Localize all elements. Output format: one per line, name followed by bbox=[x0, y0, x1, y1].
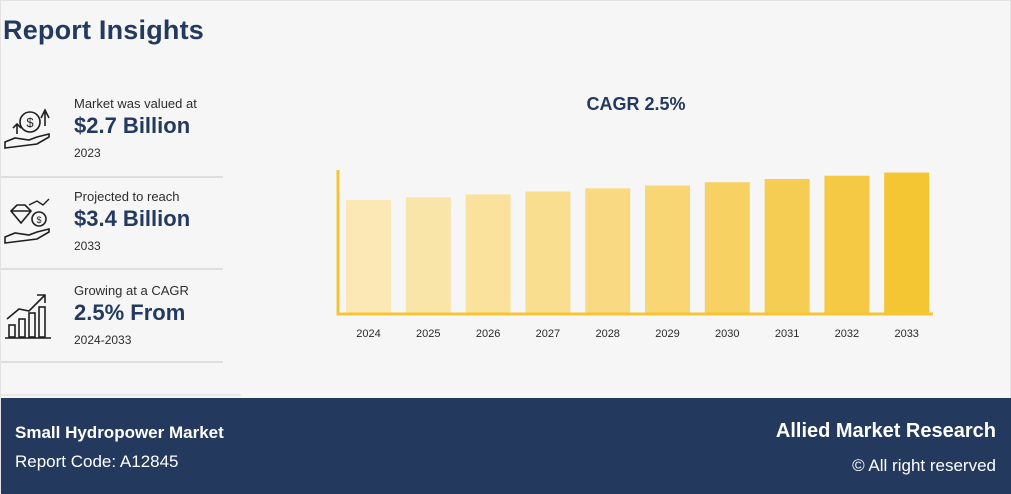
bar-2024 bbox=[346, 200, 391, 313]
bar-2025 bbox=[405, 197, 451, 313]
copyright-notice: © All right reserved bbox=[852, 456, 996, 475]
insight-value: 2.5% From bbox=[74, 300, 186, 325]
insight-lead: Projected to reach bbox=[74, 189, 180, 204]
insight-year: 2033 bbox=[74, 239, 101, 253]
x-tick-label: 2028 bbox=[595, 328, 619, 340]
x-tick-label: 2032 bbox=[835, 328, 859, 340]
x-tick-label: 2026 bbox=[476, 328, 500, 340]
footer-banner: Small Hydropower Market Report Code: A12… bbox=[1, 398, 1011, 494]
insight-value: $2.7 Billion bbox=[74, 113, 191, 138]
bar-chart-svg: 2024 2025 2026 2027 2028 2029 2030 2031 2032 2033 bbox=[336, 170, 933, 340]
page-title: Report Insights bbox=[3, 15, 205, 45]
x-tick-label: 2031 bbox=[775, 328, 799, 340]
growth-bars-icon bbox=[5, 294, 51, 339]
insight-projected-value: $ Projected to reach $3.4 Billion 2033 bbox=[1, 189, 223, 270]
bar-2032 bbox=[824, 175, 870, 313]
bar-2027 bbox=[525, 191, 571, 313]
x-tick-label: 2030 bbox=[715, 328, 739, 340]
svg-text:$: $ bbox=[26, 115, 34, 130]
x-tick-label: 2033 bbox=[894, 328, 918, 340]
svg-text:$: $ bbox=[36, 215, 41, 225]
insight-year: 2024-2033 bbox=[74, 333, 132, 347]
x-tick-label: 2027 bbox=[536, 328, 560, 340]
insight-market-value: $ Market was valued at $2.7 Billion 2023 bbox=[1, 96, 223, 178]
bar-2031 bbox=[764, 178, 810, 313]
insight-cagr: Growing at a CAGR 2.5% From 2024-2033 bbox=[1, 283, 223, 363]
chart-title: CAGR 2.5% bbox=[586, 94, 686, 114]
x-tick-label: 2024 bbox=[356, 328, 380, 340]
money-hand-icon: $ bbox=[4, 108, 50, 149]
bar-2030 bbox=[704, 182, 750, 313]
report-code: Report Code: A12845 bbox=[15, 452, 179, 471]
divider bbox=[1, 394, 241, 396]
bar-2033 bbox=[884, 172, 930, 313]
bar-2026 bbox=[465, 194, 511, 313]
bar-2028 bbox=[585, 188, 631, 313]
cagr-chart: CAGR 2.5% 2024 2025 2026 2027 2028 2029 2030 20… bbox=[321, 86, 961, 356]
insight-year: 2023 bbox=[74, 146, 101, 160]
insight-value: $3.4 Billion bbox=[74, 206, 191, 231]
market-name: Small Hydropower Market bbox=[15, 423, 224, 442]
bar-2029 bbox=[645, 185, 690, 313]
insight-lead: Growing at a CAGR bbox=[74, 283, 189, 298]
diamond-coin-hand-icon: $ bbox=[4, 198, 50, 244]
x-tick-label: 2029 bbox=[655, 328, 679, 340]
x-tick-label: 2025 bbox=[416, 328, 440, 340]
insight-lead: Market was valued at bbox=[74, 96, 197, 111]
brand-name: Allied Market Research bbox=[775, 420, 996, 442]
